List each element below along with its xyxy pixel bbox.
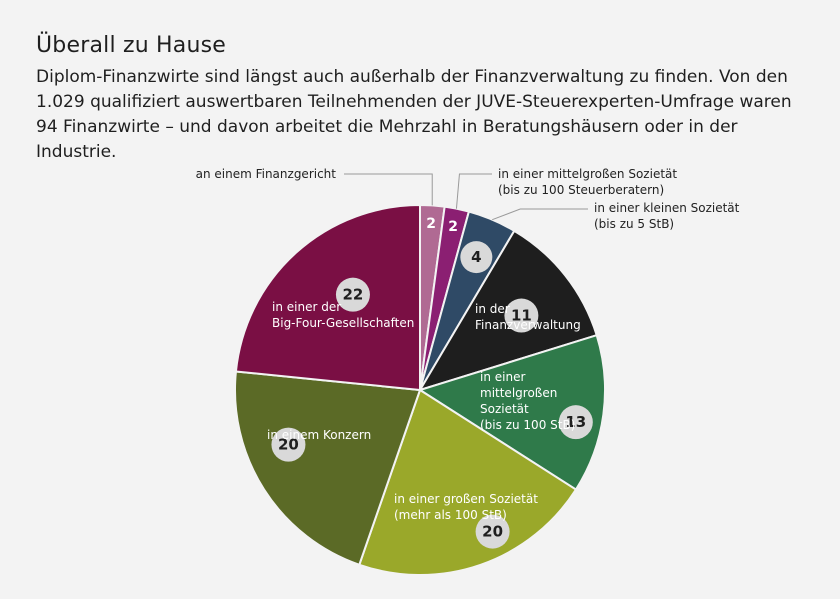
chart-subtitle: Diplom-Finanzwirte sind längst auch auße… <box>36 67 792 162</box>
value-label: 13 <box>565 413 586 431</box>
pie-slices <box>234 203 606 576</box>
value-badge <box>558 405 593 440</box>
slice-labels: an einem Finanzgericht in einer mittelgro… <box>196 167 740 522</box>
pie-slice-in-einer-der-big-four-gesellschaften <box>234 203 421 392</box>
value-label: 11 <box>511 307 532 325</box>
callout-label-mittelgross-sozietaet: in einer mittelgroßen Sozietät (bis zu 10… <box>498 167 677 197</box>
slice-label-finanzverwaltung: in der Finanzverwaltung <box>475 302 581 332</box>
callout-line <box>492 208 588 221</box>
value-badge <box>271 427 306 462</box>
slice-label-grosse-sozietaet: in einer großen Sozietät (mehr als 100 St… <box>394 492 538 522</box>
value-label: 2 <box>448 219 458 235</box>
value-badge <box>475 514 510 549</box>
callout-label-kleine-sozietaet: in einer kleinen Sozietät (bis zu 5 StB) <box>594 201 740 231</box>
callout-lines <box>344 173 588 221</box>
value-badge <box>504 298 539 333</box>
value-label: 22 <box>342 286 363 304</box>
value-label: 4 <box>471 248 481 266</box>
slice-label-konzern: in einem Konzern <box>267 428 371 442</box>
value-label: 2 <box>426 216 436 232</box>
slice-label-mittelgrosse-sozietaet: in einer mittelgroßen Sozietät (bis zu 100 … <box>480 370 575 432</box>
callout-label-finanzgericht: an einem Finanzgericht <box>196 167 337 181</box>
pie-slice-in-einem-konzern <box>234 370 422 567</box>
callout-line <box>344 173 433 206</box>
pie-slice-in-einer-mittelgrossen-sozietaet-bis-zu-100-stb <box>417 333 606 491</box>
chart-title: Überall zu Hause <box>36 33 226 58</box>
slice-label-big-four: in einer der Big-Four-Gesellschaften <box>272 300 414 330</box>
value-label: 20 <box>482 523 503 541</box>
pie-slice-in-einer-grossen-sozietaet-mehr-als-100-stb <box>358 388 578 576</box>
value-label: 20 <box>278 436 299 454</box>
value-badge <box>335 277 370 312</box>
callout-line <box>455 173 492 209</box>
value-badge <box>460 241 493 274</box>
